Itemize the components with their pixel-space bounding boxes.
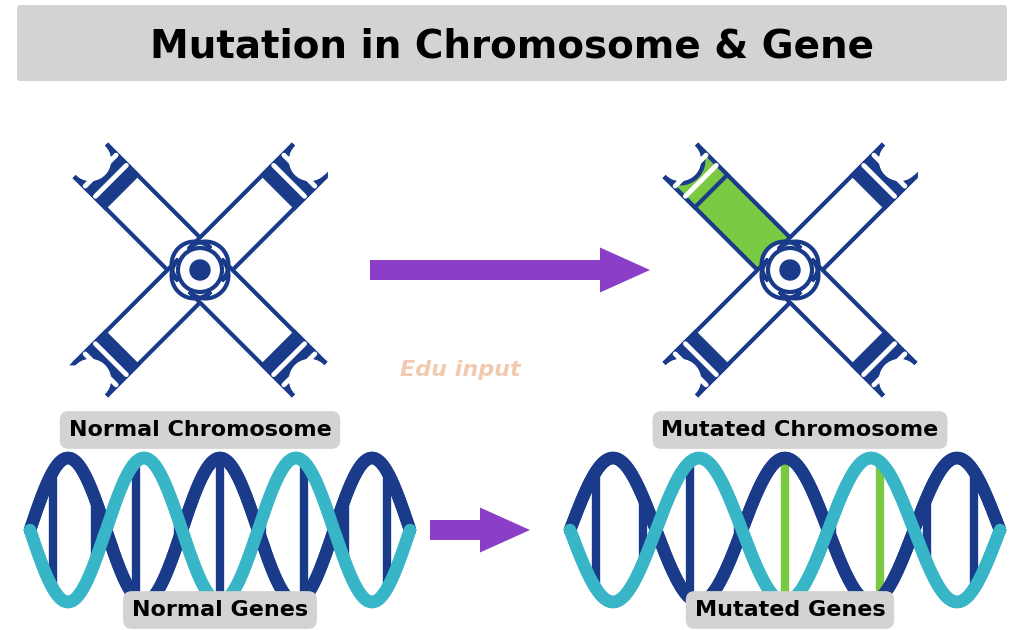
Circle shape (178, 248, 222, 292)
FancyArrow shape (370, 248, 650, 292)
Text: Mutated Chromosome: Mutated Chromosome (662, 420, 939, 440)
Polygon shape (779, 144, 915, 281)
Text: Mutation in Chromosome & Gene: Mutation in Chromosome & Gene (150, 28, 874, 66)
FancyArrow shape (430, 508, 530, 553)
Polygon shape (779, 259, 915, 396)
Circle shape (768, 248, 812, 292)
Circle shape (190, 260, 210, 280)
Polygon shape (74, 144, 137, 207)
Polygon shape (853, 333, 915, 396)
Polygon shape (665, 333, 727, 396)
Polygon shape (189, 259, 326, 396)
Text: Edu input: Edu input (399, 360, 520, 380)
Text: Mutated Genes: Mutated Genes (694, 600, 886, 620)
Polygon shape (74, 259, 211, 396)
Polygon shape (74, 144, 211, 281)
Polygon shape (262, 333, 326, 396)
Circle shape (780, 260, 800, 280)
Polygon shape (665, 144, 801, 281)
Polygon shape (262, 144, 326, 207)
Polygon shape (74, 333, 137, 396)
Polygon shape (853, 144, 915, 207)
Text: Normal Chromosome: Normal Chromosome (69, 420, 332, 440)
Polygon shape (189, 144, 326, 281)
Text: Normal Genes: Normal Genes (132, 600, 308, 620)
Polygon shape (665, 259, 801, 396)
FancyBboxPatch shape (17, 5, 1007, 81)
Polygon shape (665, 144, 727, 207)
